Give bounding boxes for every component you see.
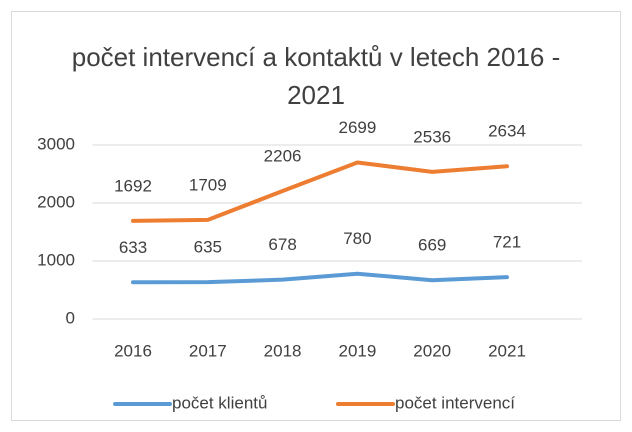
data-label: 633 bbox=[119, 238, 147, 257]
data-label: 780 bbox=[343, 229, 371, 248]
legend-label: počet intervencí bbox=[395, 393, 515, 412]
series-line bbox=[131, 160, 509, 223]
data-label: 721 bbox=[493, 233, 521, 252]
chart-border bbox=[11, 11, 621, 421]
y-tick-label: 0 bbox=[66, 308, 75, 327]
data-label: 1692 bbox=[114, 176, 152, 195]
x-tick-label: 2019 bbox=[338, 341, 376, 360]
y-tick-label: 3000 bbox=[37, 134, 75, 153]
data-label: 2699 bbox=[338, 118, 376, 137]
data-label: 2634 bbox=[488, 122, 526, 141]
data-label: 678 bbox=[268, 235, 296, 254]
data-label: 1709 bbox=[189, 175, 227, 194]
data-label: 635 bbox=[194, 238, 222, 257]
y-tick-label: 2000 bbox=[37, 192, 75, 211]
x-tick-label: 2020 bbox=[413, 341, 451, 360]
x-tick-label: 2021 bbox=[488, 341, 526, 360]
x-tick-label: 2018 bbox=[264, 341, 302, 360]
x-tick-label: 2016 bbox=[114, 341, 152, 360]
data-label: 2206 bbox=[264, 147, 302, 166]
chart-title: počet intervencí a kontaktů v letech 201… bbox=[71, 42, 561, 110]
y-tick-label: 1000 bbox=[37, 250, 75, 269]
data-label: 669 bbox=[418, 236, 446, 255]
x-tick-label: 2017 bbox=[189, 341, 227, 360]
legend-label: počet klientů bbox=[172, 393, 267, 412]
series-line bbox=[131, 271, 509, 285]
data-label: 2536 bbox=[413, 127, 451, 146]
